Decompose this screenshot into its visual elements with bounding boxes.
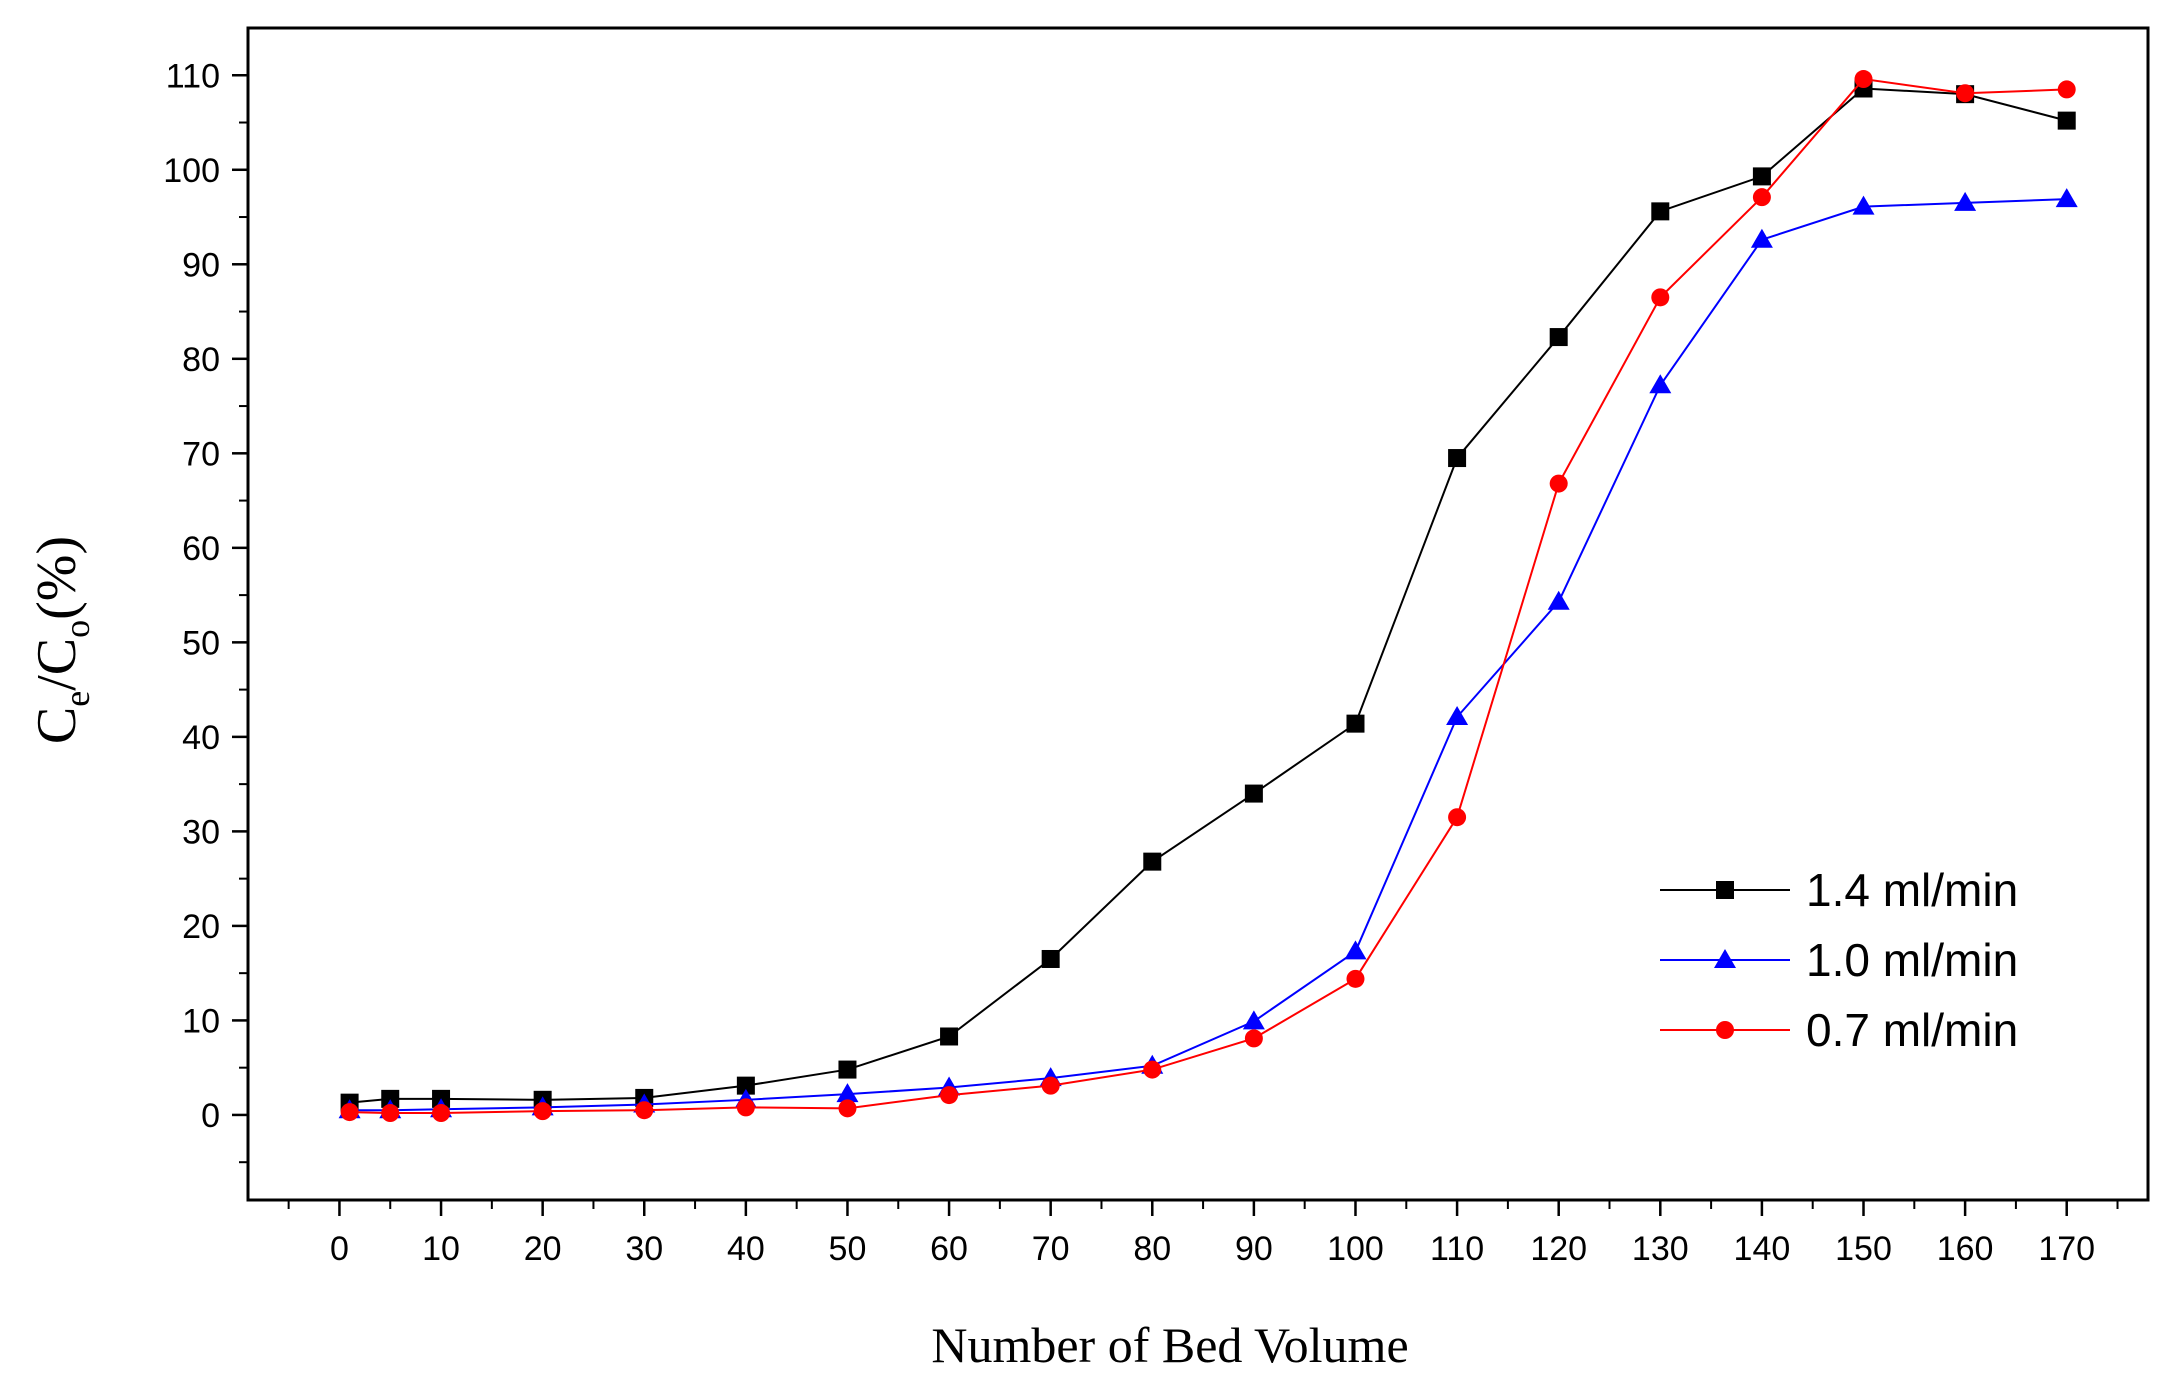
x-tick-label: 20 [524, 1230, 562, 1268]
series-0-7-ml-min [340, 70, 2076, 1123]
x-tick-label: 10 [422, 1230, 460, 1268]
legend-label: 1.0 ml/min [1806, 934, 2018, 986]
data-point [2057, 80, 2076, 99]
data-point [1752, 188, 1771, 207]
data-point [1143, 1060, 1162, 1079]
data-point [1549, 328, 1568, 347]
legend-label: 1.4 ml/min [1806, 864, 2018, 916]
data-point [340, 1103, 359, 1122]
legend-marker [1716, 881, 1734, 899]
data-point [1956, 84, 1975, 103]
data-point [1346, 714, 1365, 733]
data-point [1750, 228, 1773, 248]
x-tick-label: 90 [1235, 1230, 1273, 1268]
data-point [1854, 70, 1873, 89]
data-point [432, 1104, 451, 1123]
data-point [1752, 167, 1771, 186]
y-tick-label: 40 [182, 719, 220, 757]
data-point [1143, 852, 1162, 871]
data-point [1346, 969, 1365, 988]
x-tick-label: 110 [1430, 1230, 1484, 1268]
data-point [940, 1086, 959, 1105]
y-tick-label: 0 [201, 1097, 220, 1135]
x-tick-label: 70 [1032, 1230, 1070, 1268]
data-point [381, 1089, 400, 1108]
data-point [1041, 949, 1060, 968]
y-axis-title-sub-e: e [57, 691, 97, 707]
x-tick-label: 170 [2038, 1230, 2095, 1268]
x-tick-label: 120 [1530, 1230, 1587, 1268]
x-tick-label: 0 [330, 1230, 349, 1268]
plot-area [246, 26, 2150, 1202]
data-point [1344, 940, 1367, 960]
data-point [1242, 1010, 1265, 1030]
legend-marker [1714, 949, 1736, 968]
y-axis-title-sub-o: o [57, 620, 97, 638]
data-point [1448, 808, 1467, 827]
x-tick-label: 40 [727, 1230, 765, 1268]
x-tick-label: 160 [1937, 1230, 1994, 1268]
legend-item: 1.0 ml/min [1660, 934, 2018, 986]
legend-item: 1.4 ml/min [1660, 864, 2018, 916]
data-point [2055, 188, 2078, 208]
x-tick-label: 80 [1133, 1230, 1171, 1268]
data-point [1852, 195, 1875, 215]
data-point [1954, 191, 1977, 211]
data-point [635, 1101, 654, 1120]
data-point [533, 1102, 552, 1121]
data-point [1041, 1076, 1060, 1095]
x-tick-label: 60 [930, 1230, 968, 1268]
x-tick-label: 100 [1327, 1230, 1384, 1268]
data-point [836, 1083, 859, 1103]
data-point [736, 1098, 755, 1117]
y-tick-label: 100 [163, 152, 220, 190]
data-point [2057, 111, 2076, 130]
x-tick-label: 140 [1734, 1230, 1791, 1268]
data-point [838, 1099, 857, 1118]
axis-ticks: 0 10 20 30 40 50 60 70 80 90 100 110 120 130 140 150 160… [163, 57, 2119, 1268]
data-point [1547, 590, 1570, 610]
data-point [736, 1076, 755, 1095]
y-axis-title-slash-c: /C [26, 638, 88, 691]
x-axis-title: Number of Bed Volume [931, 1317, 1408, 1373]
y-tick-label: 110 [166, 57, 220, 95]
legend-label: 0.7 ml/min [1806, 1004, 2018, 1056]
data-point [1651, 288, 1670, 307]
data-point [1649, 374, 1672, 394]
legend-marker [1716, 1021, 1734, 1039]
x-tick-label: 130 [1632, 1230, 1689, 1268]
data-point [1446, 706, 1469, 726]
legend-item: 0.7 ml/min [1660, 1004, 2018, 1056]
data-point [1244, 784, 1263, 803]
y-axis-title: Ce/Co(%) [26, 536, 97, 744]
plot-frame [246, 26, 2150, 1202]
y-tick-label: 20 [182, 908, 220, 946]
y-tick-label: 80 [182, 341, 220, 379]
series-layer [338, 70, 2078, 1123]
y-tick-label: 30 [182, 813, 220, 851]
x-tick-label: 30 [625, 1230, 663, 1268]
legend: 1.4 ml/min 1.0 ml/min 0.7 ml/min [1660, 864, 2018, 1056]
data-point [381, 1104, 400, 1123]
y-tick-label: 50 [182, 624, 220, 662]
data-point [1651, 202, 1670, 221]
y-tick-label: 60 [182, 530, 220, 568]
y-tick-label: 10 [182, 1002, 220, 1040]
x-tick-label: 150 [1835, 1230, 1892, 1268]
y-axis-title-percent: (%) [26, 536, 88, 620]
y-tick-label: 70 [182, 435, 220, 473]
data-point [838, 1060, 857, 1079]
x-tick-label: 50 [829, 1230, 867, 1268]
data-point [1549, 474, 1568, 493]
data-point [1244, 1029, 1263, 1048]
data-point [1448, 449, 1467, 468]
y-axis-title-c: C [26, 707, 88, 744]
data-point [940, 1027, 959, 1046]
y-tick-label: 90 [182, 246, 220, 284]
